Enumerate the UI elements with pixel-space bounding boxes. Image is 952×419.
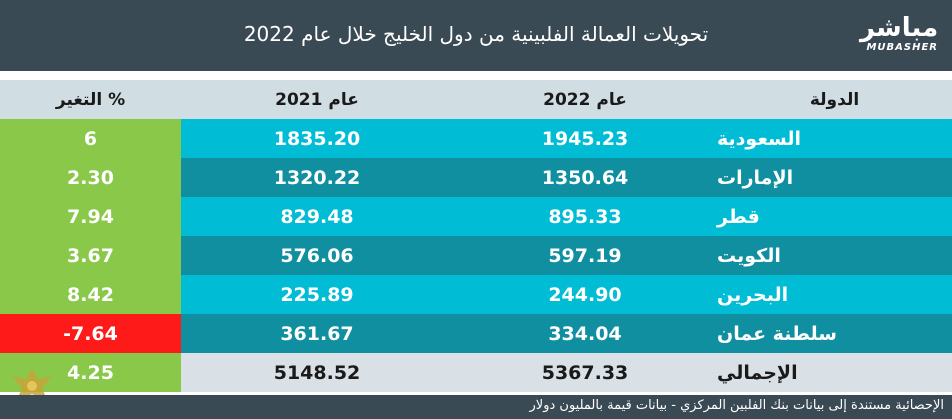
country-cell: قطر <box>717 205 760 228</box>
footer-bar: الإحصائية مستندة إلى بيانات بنك الفلبين … <box>0 395 952 419</box>
value-2022-cell: 1945.23 <box>541 127 629 150</box>
total-row: 4.25 5148.52 5367.33 الإجمالي <box>0 353 952 392</box>
mubasher-logo: مباشر MUBASHER <box>860 14 938 58</box>
country-cell: سلطنة عمان <box>717 322 837 345</box>
value-2021-cell: 225.89 <box>280 283 354 306</box>
country-cell: الإجمالي <box>717 361 798 384</box>
change-cell: 3.67 <box>0 236 181 275</box>
value-2021-cell: 5148.52 <box>273 361 361 384</box>
change-cell: 2.30 <box>0 158 181 197</box>
country-cell: السعودية <box>717 127 802 150</box>
logo-arabic: مباشر <box>860 13 939 43</box>
value-2022-cell: 5367.33 <box>541 361 629 384</box>
header-change: التغير % <box>55 89 126 110</box>
table-row: 6 1835.20 1945.23 السعودية <box>0 119 952 158</box>
value-2021-cell: 361.67 <box>280 322 354 345</box>
logo-english: MUBASHER <box>866 42 938 53</box>
change-cell: 8.42 <box>0 275 181 314</box>
header-2021: عام 2021 <box>275 89 359 110</box>
header-country: الدولة <box>809 89 860 110</box>
value-2022-cell: 1350.64 <box>541 166 629 189</box>
value-2022-cell: 895.33 <box>548 205 622 228</box>
header-2022: عام 2022 <box>543 89 627 110</box>
table-row: 2.30 1320.22 1350.64 الإمارات <box>0 158 952 197</box>
change-cell: 6 <box>0 119 181 158</box>
country-cell: الكويت <box>717 244 781 267</box>
header-bar: تحويلات العمالة الفلبينية من دول الخليج … <box>0 0 952 71</box>
value-2022-cell: 597.19 <box>548 244 622 267</box>
value-2021-cell: 1835.20 <box>273 127 361 150</box>
change-cell: 7.94 <box>0 197 181 236</box>
remittance-table: التغير % عام 2021 عام 2022 الدولة 6 1835.… <box>0 80 952 395</box>
table-row: -7.64 361.67 334.04 سلطنة عمان <box>0 314 952 353</box>
chart-title: تحويلات العمالة الفلبينية من دول الخليج … <box>243 22 709 46</box>
table-row: 8.42 225.89 244.90 البحرين <box>0 275 952 314</box>
value-2021-cell: 576.06 <box>280 244 354 267</box>
source-note: الإحصائية مستندة إلى بيانات بنك الفلبين … <box>529 398 944 413</box>
value-2021-cell: 829.48 <box>280 205 354 228</box>
value-2021-cell: 1320.22 <box>273 166 361 189</box>
country-cell: البحرين <box>717 283 789 306</box>
table-row: 3.67 576.06 597.19 الكويت <box>0 236 952 275</box>
eagle-emblem-icon <box>12 368 52 402</box>
change-cell: -7.64 <box>0 314 181 353</box>
table-row: 7.94 829.48 895.33 قطر <box>0 197 952 236</box>
table-header: التغير % عام 2021 عام 2022 الدولة <box>0 80 952 119</box>
value-2022-cell: 334.04 <box>548 322 622 345</box>
value-2022-cell: 244.90 <box>548 283 622 306</box>
country-cell: الإمارات <box>717 166 794 189</box>
